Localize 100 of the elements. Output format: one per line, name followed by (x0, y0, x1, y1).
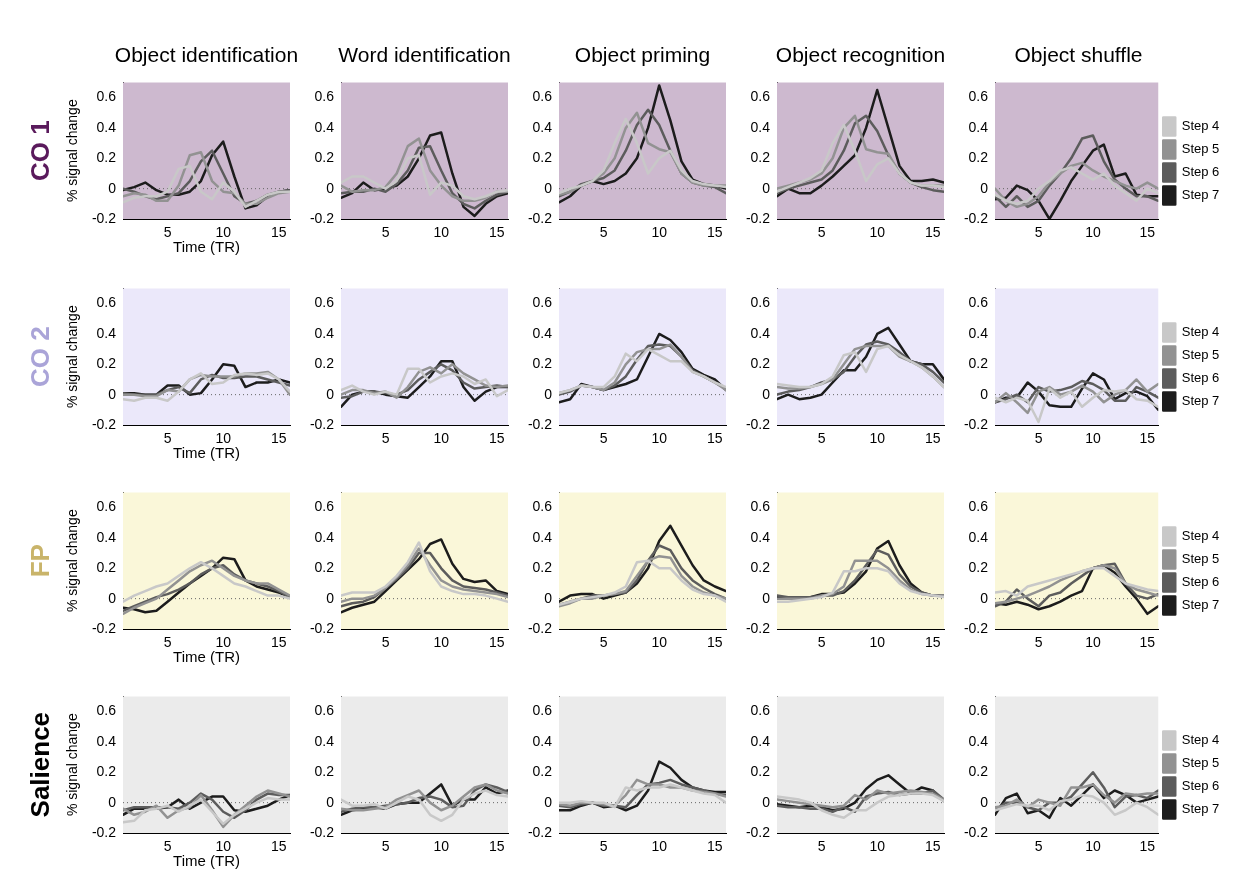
x-tick-label: 15 (489, 430, 505, 447)
x-tick-label: 10 (215, 634, 232, 651)
x-tick-label: 5 (817, 838, 826, 855)
x-tick-label: 15 (707, 224, 723, 241)
text: Salience (25, 711, 56, 818)
y-tick-label: 0.6 (750, 294, 771, 311)
y-tick-label: -0.2 (963, 415, 989, 432)
y-tick-label: 0.2 (532, 355, 553, 372)
y-tick-label: 0.2 (750, 763, 771, 780)
y-tick-label: -0.2 (91, 823, 117, 840)
legend-label: Step 7 (1181, 393, 1220, 409)
x-tick-label: 10 (1085, 430, 1101, 447)
x-tick-label: 10 (869, 430, 886, 447)
y-tick-label: 0.6 (532, 702, 553, 719)
x-tick-label: 10 (869, 224, 886, 241)
x-tick-label: 15 (925, 634, 941, 651)
x-tick-label: 10 (869, 838, 886, 855)
x-tick-label: 10 (215, 430, 232, 447)
x-tick-label: 5 (163, 838, 172, 855)
x-tick-label: 5 (1034, 838, 1043, 855)
y-tick-label: 0.6 (532, 294, 553, 311)
y-tick-label: 0 (108, 385, 117, 402)
x-tick-label: 15 (925, 224, 941, 241)
y-axis-title: % signal change (64, 99, 81, 203)
y-tick-label: 0.4 (750, 118, 771, 135)
x-tick-label: 10 (651, 430, 668, 447)
y-tick-label: 0.6 (968, 702, 989, 719)
y-tick-label: 0.6 (968, 88, 989, 105)
x-tick-label: 5 (381, 838, 390, 855)
y-tick-label: -0.2 (527, 415, 553, 432)
y-tick-label: 0.2 (750, 149, 771, 166)
x-tick-label: 10 (869, 634, 886, 651)
chart-title: Object recognition (774, 42, 947, 67)
y-tick-label: 0 (762, 589, 771, 606)
x-tick-label: 15 (271, 224, 287, 241)
y-tick-label: -0.2 (963, 619, 989, 636)
text: FP (25, 544, 56, 578)
x-tick-label: 10 (651, 634, 668, 651)
y-tick-label: 0.2 (532, 763, 553, 780)
legend-label: Step 7 (1181, 801, 1220, 817)
y-tick-label: 0.2 (532, 149, 553, 166)
x-tick-label: 10 (433, 430, 450, 447)
x-tick-label: 10 (651, 838, 668, 855)
x-tick-label: 5 (381, 634, 390, 651)
y-tick-label: 0.4 (532, 118, 553, 135)
legend-label: Step 5 (1181, 141, 1220, 157)
x-tick-label: 5 (381, 430, 390, 447)
x-tick-label: 5 (817, 224, 826, 241)
y-tick-label: 0.2 (968, 559, 989, 576)
x-tick-label: 15 (489, 224, 505, 241)
x-tick-label: 15 (707, 430, 723, 447)
y-tick-label: 0.6 (96, 88, 117, 105)
chart-title: Object shuffle (1013, 42, 1144, 67)
y-tick-label: 0.2 (314, 559, 335, 576)
y-tick-label: 0 (544, 385, 553, 402)
legend-label: Step 6 (1181, 574, 1220, 590)
y-tick-label: 0.6 (968, 498, 989, 515)
x-tick-label: 15 (1139, 224, 1156, 241)
x-tick-label: 5 (1034, 634, 1043, 651)
legend-label: Step 4 (1181, 528, 1220, 544)
x-tick-label: 15 (271, 838, 287, 855)
x-tick-label: 5 (163, 430, 172, 447)
y-tick-label: 0 (762, 793, 771, 810)
x-tick-label: 15 (925, 430, 941, 447)
x-tick-label: 10 (433, 838, 450, 855)
y-tick-label: -0.2 (91, 209, 117, 226)
y-tick-label: 0.2 (968, 355, 989, 372)
y-tick-label: 0 (326, 385, 335, 402)
y-tick-label: 0 (108, 179, 117, 196)
y-tick-label: 0.4 (96, 528, 117, 545)
y-tick-label: 0.4 (968, 324, 989, 341)
y-tick-label: 0 (108, 589, 117, 606)
x-tick-label: 15 (707, 838, 723, 855)
y-tick-label: 0.2 (750, 355, 771, 372)
x-tick-label: 5 (163, 224, 172, 241)
y-tick-label: -0.2 (527, 823, 553, 840)
y-tick-label: 0.2 (96, 355, 117, 372)
x-tick-label: 15 (489, 634, 505, 651)
y-tick-label: 0.2 (96, 559, 117, 576)
y-tick-label: -0.2 (963, 209, 989, 226)
y-tick-label: 0.4 (96, 732, 117, 749)
legend-label: Step 4 (1181, 324, 1220, 340)
legend-label: Step 5 (1181, 755, 1220, 771)
legend-label: Step 6 (1181, 164, 1220, 180)
y-tick-label: -0.2 (527, 619, 553, 636)
text: CO 1 (25, 120, 56, 182)
legend-label: Step 6 (1181, 778, 1220, 794)
y-tick-label: 0.6 (96, 498, 117, 515)
x-tick-label: 15 (489, 838, 505, 855)
x-tick-label: 15 (271, 430, 287, 447)
y-axis-title: % signal change (64, 713, 81, 817)
y-tick-label: 0.6 (96, 702, 117, 719)
y-tick-label: 0.4 (96, 324, 117, 341)
y-tick-label: 0.6 (750, 498, 771, 515)
y-tick-label: 0.6 (96, 294, 117, 311)
y-tick-label: 0.6 (314, 702, 335, 719)
x-tick-label: 10 (1085, 838, 1101, 855)
x-tick-label: 10 (433, 634, 450, 651)
y-tick-label: 0.2 (314, 763, 335, 780)
y-tick-label: 0.6 (968, 294, 989, 311)
